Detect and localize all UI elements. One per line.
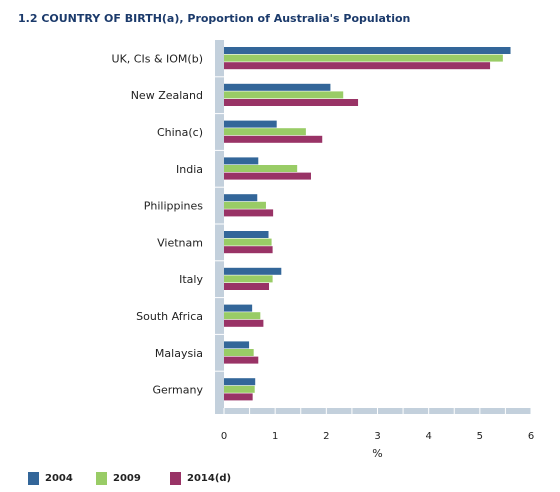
legend-swatch-2014 <box>170 472 181 485</box>
bar-2004-Philippines <box>224 194 258 202</box>
bar-2009-India <box>224 165 298 172</box>
legend-item-2009: 2009 <box>96 472 170 485</box>
bar-2014(d)-South Africa <box>224 319 264 327</box>
x-tick-label: 3 <box>374 431 380 442</box>
bar-2004-India <box>224 157 259 165</box>
legend-item-2004: 2004 <box>28 472 96 485</box>
bar-2014(d)-Vietnam <box>224 246 273 254</box>
category-label: Philippines <box>144 200 204 213</box>
category-label: Vietnam <box>157 236 203 249</box>
x-tick-label: 4 <box>425 431 431 442</box>
bar-2004-China(c) <box>224 120 277 128</box>
legend-label-2009: 2009 <box>113 473 141 484</box>
legend-item-2014: 2014(d) <box>170 472 231 485</box>
category-label: Italy <box>179 273 203 286</box>
bar-2014(d)-China(c) <box>224 135 323 143</box>
bar-2009-Italy <box>224 275 273 283</box>
x-axis-ticks: 0 1 2 3 4 5 6 <box>221 431 534 442</box>
x-tick-label: 5 <box>477 431 483 442</box>
bar-2004-New Zealand <box>224 83 331 91</box>
category-label: Germany <box>152 384 203 397</box>
bar-2009-South Africa <box>224 312 261 320</box>
bar-2014(d)-Germany <box>224 393 253 401</box>
chart-wall <box>215 40 532 414</box>
x-axis-title: % <box>372 447 382 460</box>
x-tick-label: 2 <box>323 431 329 442</box>
bar-group <box>224 47 511 401</box>
bar-2004-Vietnam <box>224 231 269 238</box>
bar-2009-New Zealand <box>224 91 344 99</box>
bar-2014(d)-India <box>224 172 311 180</box>
bar-2014(d)-Malaysia <box>224 356 259 364</box>
bar-2004-South Africa <box>224 304 253 312</box>
legend: 2004 2009 2014(d) <box>28 472 253 485</box>
legend-swatch-2004 <box>28 472 39 485</box>
category-labels: UK, CIs & IOM(b) New Zealand China(c) India… <box>112 52 204 396</box>
chart-floor <box>215 408 531 414</box>
bar-2004-UK, CIs & IOM(b) <box>224 47 511 54</box>
category-label: China(c) <box>157 126 203 139</box>
x-tick-label: 6 <box>528 431 534 442</box>
bar-2009-UK, CIs & IOM(b) <box>224 54 503 62</box>
bar-2014(d)-Philippines <box>224 209 274 217</box>
bar-2004-Germany <box>224 378 256 386</box>
category-label: India <box>176 163 203 176</box>
bar-2009-Philippines <box>224 201 266 209</box>
bar-chart: UK, CIs & IOM(b) New Zealand China(c) India… <box>112 40 534 460</box>
category-label: UK, CIs & IOM(b) <box>112 52 203 65</box>
bar-2009-Vietnam <box>224 238 272 246</box>
bar-2004-Malaysia <box>224 341 250 349</box>
legend-label-2004: 2004 <box>45 473 73 484</box>
category-label: South Africa <box>136 310 203 323</box>
category-label: New Zealand <box>131 89 203 102</box>
bar-2014(d)-Italy <box>224 283 270 290</box>
bar-2014(d)-New Zealand <box>224 99 359 106</box>
legend-label-2014: 2014(d) <box>187 473 232 484</box>
category-label: Malaysia <box>155 347 203 360</box>
chart-title: 1.2 COUNTRY OF BIRTH(a), Proportion of A… <box>18 12 411 25</box>
bar-2014(d)-UK, CIs & IOM(b) <box>224 62 491 70</box>
legend-swatch-2009 <box>96 472 107 485</box>
bar-2009-China(c) <box>224 128 306 136</box>
x-tick-label: 0 <box>221 431 227 442</box>
x-tick-label: 1 <box>272 431 278 442</box>
bar-2004-Italy <box>224 267 282 275</box>
bar-2009-Germany <box>224 385 255 393</box>
bar-2009-Malaysia <box>224 349 254 356</box>
